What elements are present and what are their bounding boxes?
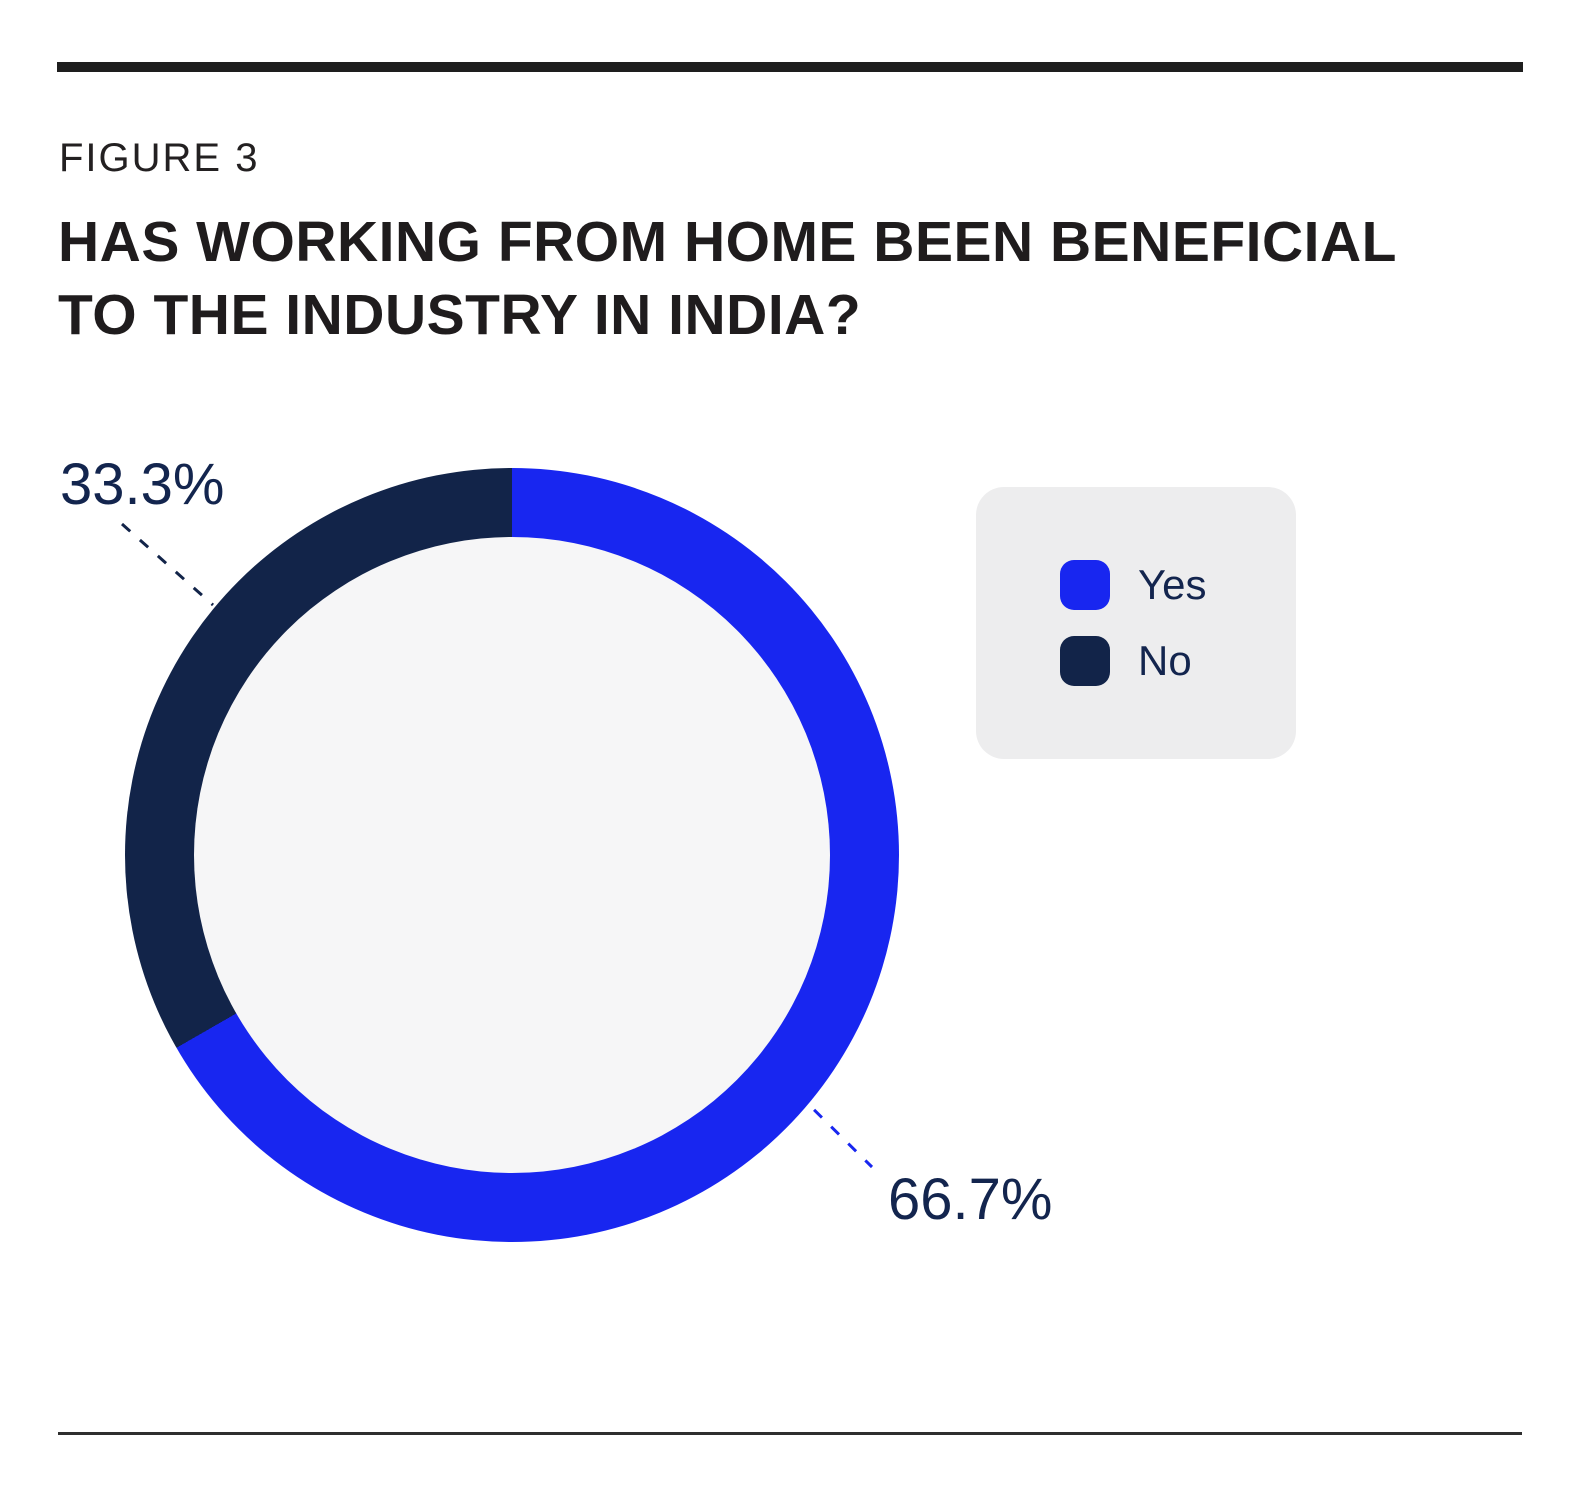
figure-label: FIGURE 3 [59,136,260,180]
donut-chart [125,468,899,1242]
legend-item-no: No [1060,636,1296,686]
figure-title-line1: HAS WORKING FROM HOME BEEN BENEFICIAL [58,210,1397,274]
leader-line-yes [795,1091,874,1169]
legend-label-yes: Yes [1138,561,1207,608]
bottom-rule [58,1432,1522,1435]
legend-swatch-no-icon [1060,636,1110,686]
donut-hole [194,537,830,1173]
percent-label-yes: 66.7% [888,1167,1053,1232]
legend-label-no: No [1138,637,1192,684]
legend-item-yes: Yes [1060,560,1296,610]
figure-title-line2: TO THE INDUSTRY IN INDIA? [58,283,862,347]
top-rule [57,62,1523,72]
figure-title: HAS WORKING FROM HOME BEEN BENEFICIAL TO… [58,206,1528,352]
chart-legend: Yes No [976,487,1296,759]
leader-line-no [121,522,214,607]
legend-swatch-yes-icon [1060,560,1110,610]
percent-label-no: 33.3% [60,452,225,517]
